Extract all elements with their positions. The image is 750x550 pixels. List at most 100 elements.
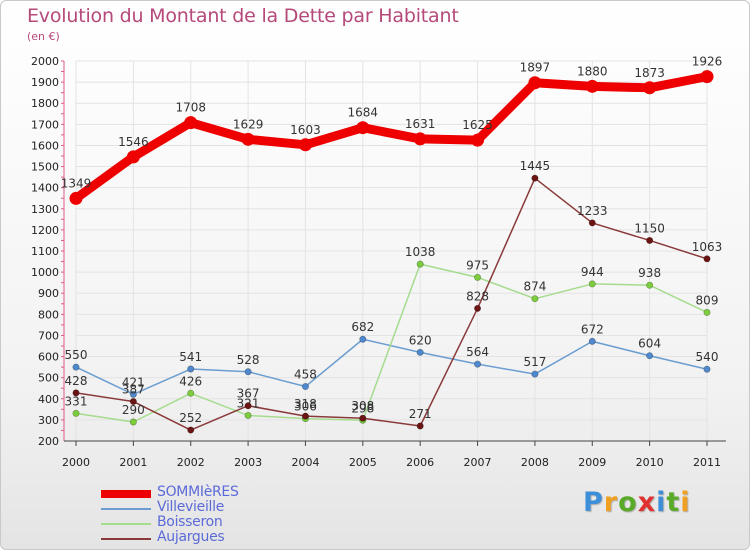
x-tick-label: 2002 xyxy=(177,456,205,469)
data-point xyxy=(531,370,539,378)
y-tick-label: 1800 xyxy=(31,97,59,110)
data-label: 428 xyxy=(65,374,88,388)
y-tick-label: 400 xyxy=(38,393,59,406)
data-point xyxy=(72,363,80,371)
proxiti-logo: Proxiti xyxy=(583,487,691,518)
logo-letter: i xyxy=(656,487,667,518)
y-tick-label: 500 xyxy=(38,372,59,385)
data-point xyxy=(413,132,427,146)
y-tick-label: 300 xyxy=(38,414,59,427)
y-tick-label: 1100 xyxy=(31,245,59,258)
x-tick-label: 2009 xyxy=(578,456,606,469)
x-tick-label: 2003 xyxy=(234,456,262,469)
data-label: 1349 xyxy=(61,176,92,190)
data-label: 1708 xyxy=(175,101,206,115)
data-label: 308 xyxy=(351,399,374,413)
data-label: 517 xyxy=(523,355,546,369)
data-point xyxy=(528,76,542,90)
data-point xyxy=(187,426,195,434)
series-line-2 xyxy=(75,263,708,423)
data-label: 682 xyxy=(351,320,374,334)
data-point xyxy=(471,133,485,147)
data-point xyxy=(301,383,309,391)
data-point xyxy=(298,138,312,152)
data-point xyxy=(588,219,596,227)
y-tick-label: 2000 xyxy=(31,55,59,68)
data-label: 271 xyxy=(409,407,432,421)
data-point xyxy=(244,368,252,376)
y-tick-label: 1900 xyxy=(31,76,59,89)
data-point xyxy=(646,352,654,360)
data-point xyxy=(126,150,140,164)
data-point xyxy=(703,255,711,263)
logo-letter: t xyxy=(666,487,681,518)
data-label: 1631 xyxy=(405,117,436,131)
logo-letter: o xyxy=(618,487,638,518)
data-point xyxy=(187,389,195,397)
x-tick-label: 2006 xyxy=(406,456,434,469)
y-tick-label: 600 xyxy=(38,351,59,364)
data-label: 1629 xyxy=(233,117,264,131)
data-label: 318 xyxy=(294,397,317,411)
data-point xyxy=(244,402,252,410)
x-tick-label: 2008 xyxy=(521,456,549,469)
data-label: 1546 xyxy=(118,135,149,149)
x-tick-label: 2004 xyxy=(291,456,319,469)
data-point xyxy=(356,121,370,135)
data-label: 1150 xyxy=(634,221,665,235)
legend-label-villevieille: Villevieille xyxy=(157,499,225,515)
y-tick-label: 1700 xyxy=(31,118,59,131)
legend-label-aujargues: Aujargues xyxy=(157,529,225,545)
y-tick-label: 200 xyxy=(38,435,59,448)
y-tick-label: 1500 xyxy=(31,161,59,174)
data-label: 550 xyxy=(65,348,88,362)
data-label: 298 xyxy=(351,401,374,415)
data-point xyxy=(69,191,83,205)
data-point xyxy=(241,132,255,146)
data-label: 1603 xyxy=(290,123,321,137)
data-label: 564 xyxy=(466,345,489,359)
data-label: 874 xyxy=(523,280,546,294)
x-tick-label: 2005 xyxy=(349,456,377,469)
data-label: 387 xyxy=(122,383,145,397)
data-label: 426 xyxy=(179,374,202,388)
series-line-0 xyxy=(71,72,712,203)
x-tick-label: 2000 xyxy=(62,456,90,469)
data-label: 1233 xyxy=(577,204,608,218)
data-label: 672 xyxy=(581,322,604,336)
data-point xyxy=(359,335,367,343)
logo-letter: x xyxy=(637,487,657,518)
data-label: 1897 xyxy=(520,61,551,75)
data-point xyxy=(474,304,482,312)
y-tick-label: 1300 xyxy=(31,203,59,216)
logo-letter: i xyxy=(680,487,691,518)
data-point xyxy=(531,295,539,303)
data-label: 1625 xyxy=(462,118,493,132)
data-label: 620 xyxy=(409,333,432,347)
data-point xyxy=(703,308,711,316)
data-label: 944 xyxy=(581,265,604,279)
logo-letter: P xyxy=(583,487,604,518)
data-point xyxy=(184,116,198,130)
data-label: 975 xyxy=(466,258,489,272)
data-point xyxy=(129,398,137,406)
data-label: 306 xyxy=(294,400,317,414)
data-point xyxy=(72,389,80,397)
data-point xyxy=(359,414,367,422)
data-point xyxy=(643,81,657,95)
data-point xyxy=(588,337,596,345)
data-point xyxy=(129,418,137,426)
data-point xyxy=(585,79,599,93)
data-point xyxy=(129,390,137,398)
data-label: 528 xyxy=(237,353,260,367)
legend-label-boisseron: Boisseron xyxy=(157,514,223,530)
chart-title: Evolution du Montant de la Dette par Hab… xyxy=(27,5,459,27)
data-label: 1063 xyxy=(692,240,723,254)
data-label: 1926 xyxy=(692,55,723,69)
legend-label-sommieres: SOMMIèRES xyxy=(157,484,239,500)
data-label: 828 xyxy=(466,289,489,303)
y-tick-label: 900 xyxy=(38,287,59,300)
y-tick-label: 1000 xyxy=(31,266,59,279)
y-tick-label: 1600 xyxy=(31,139,59,152)
